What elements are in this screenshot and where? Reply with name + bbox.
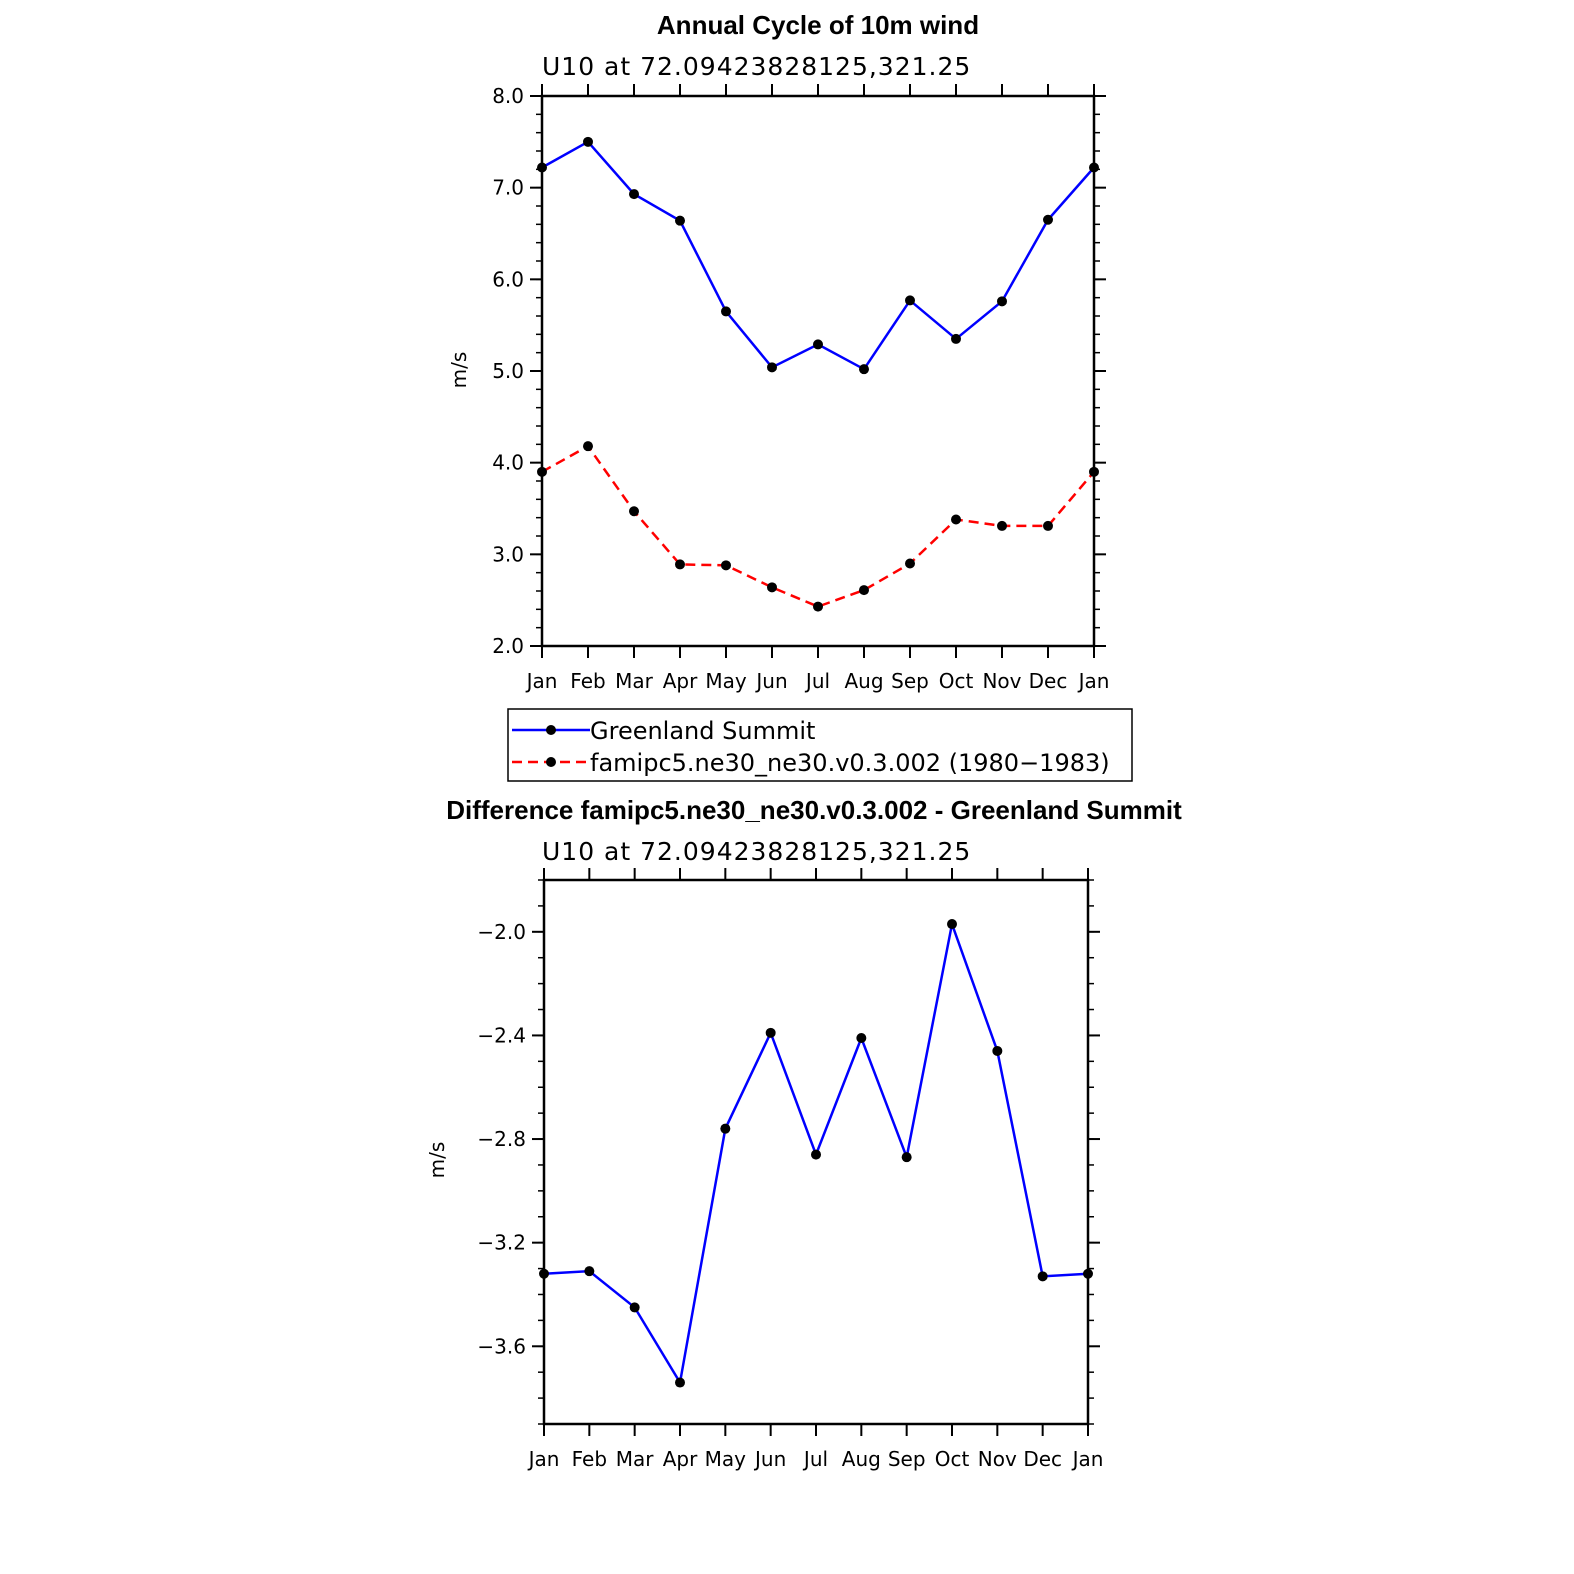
data-point-0 <box>905 295 915 306</box>
chart-title-difference: Difference famipc5.ne30_ne30.v0.3.002 - … <box>446 795 1182 825</box>
data-point-0 <box>901 1152 912 1163</box>
y-tick-label: 5.0 <box>492 359 524 383</box>
data-point-0 <box>992 1045 1003 1056</box>
data-point-0 <box>1037 1271 1048 1282</box>
legend: Greenland Summit famipc5.ne30_ne30.v0.3.… <box>507 708 1133 782</box>
x-tick-label: Jan <box>525 669 558 693</box>
data-point-0 <box>720 1123 731 1134</box>
data-point-0 <box>629 1302 640 1313</box>
data-point-1 <box>721 560 731 571</box>
series-line-0 <box>541 140 1095 371</box>
x-tick-label: Jan <box>1077 669 1110 693</box>
x-tick-label: Dec <box>1029 669 1068 693</box>
data-point-0 <box>811 1149 821 1160</box>
difference-chart: Difference famipc5.ne30_ne30.v0.3.002 - … <box>425 795 1182 1471</box>
data-point-0 <box>947 919 957 930</box>
data-point-0 <box>997 296 1007 307</box>
data-point-1 <box>813 601 823 612</box>
chart-subtitle: U10 at 72.09423828125,321.25 <box>542 52 971 81</box>
legend-label-observed: Greenland Summit <box>590 717 815 745</box>
data-point-0 <box>767 362 777 373</box>
y-tick-label: −2.8 <box>477 1127 526 1151</box>
data-point-1 <box>951 514 961 525</box>
data-point-0 <box>629 189 639 200</box>
x-tick-label: Jul <box>802 1447 828 1471</box>
x-tick-label: May <box>705 1447 747 1471</box>
y-axis-label: m/s <box>447 352 471 389</box>
data-point-1 <box>859 585 869 596</box>
x-tick-label: Mar <box>615 669 654 693</box>
x-tick-label: Jun <box>753 1447 786 1471</box>
x-tick-label: Dec <box>1023 1447 1062 1471</box>
x-tick-label: Jul <box>804 669 830 693</box>
legend-box <box>507 708 1133 782</box>
data-point-0 <box>765 1027 776 1038</box>
x-tick-label: May <box>705 669 747 693</box>
x-tick-label: Nov <box>982 669 1021 693</box>
data-point-0 <box>537 162 547 173</box>
chart-title: Annual Cycle of 10m wind <box>657 10 979 40</box>
x-tick-label: Aug <box>844 669 883 693</box>
y-axis-label-difference: m/s <box>425 1142 449 1179</box>
data-point-1 <box>1043 520 1053 531</box>
y-tick-label: 2.0 <box>492 634 524 658</box>
legend-label-model: famipc5.ne30_ne30.v0.3.002 (1980−1983) <box>590 749 1110 777</box>
data-point-0 <box>675 215 685 226</box>
data-point-0 <box>859 364 869 375</box>
legend-marker-model <box>546 757 556 767</box>
x-tick-label: Apr <box>663 669 698 693</box>
y-tick-label: 3.0 <box>492 542 524 566</box>
y-tick-label: −3.6 <box>477 1334 526 1358</box>
data-point-0 <box>584 1266 595 1277</box>
data-point-1 <box>537 466 547 477</box>
data-point-1 <box>583 441 593 452</box>
x-tick-label: Nov <box>978 1447 1017 1471</box>
data-point-0 <box>539 1268 549 1279</box>
y-tick-label: −2.0 <box>477 920 526 944</box>
plot-frame <box>540 94 1096 648</box>
data-point-0 <box>1089 162 1099 173</box>
x-tick-label: Mar <box>616 1447 655 1471</box>
data-point-0 <box>856 1033 867 1044</box>
data-point-0 <box>1043 214 1053 225</box>
y-tick-label: 7.0 <box>492 176 524 200</box>
data-point-1 <box>1089 466 1099 477</box>
x-tick-label: Oct <box>935 1447 970 1471</box>
data-point-1 <box>675 559 685 570</box>
x-tick-label: Feb <box>570 669 605 693</box>
annual-cycle-chart: Annual Cycle of 10m wind U10 at 72.09423… <box>447 10 1109 693</box>
data-point-0 <box>583 136 593 147</box>
x-tick-label: Sep <box>891 669 929 693</box>
data-point-1 <box>767 582 777 593</box>
x-tick-label: Apr <box>663 1447 698 1471</box>
x-tick-label: Oct <box>939 669 974 693</box>
data-point-0 <box>813 339 823 350</box>
data-point-0 <box>951 333 961 344</box>
x-tick-label: Jan <box>527 1447 560 1471</box>
data-point-0 <box>1083 1268 1093 1279</box>
y-tick-label: 4.0 <box>492 451 524 475</box>
series-line-1 <box>541 444 1095 608</box>
y-tick-label: 8.0 <box>492 84 524 108</box>
x-tick-label: Jan <box>1071 1447 1104 1471</box>
x-tick-label: Jun <box>754 669 787 693</box>
chart-subtitle-difference: U10 at 72.09423828125,321.25 <box>542 837 971 866</box>
data-point-1 <box>905 558 915 569</box>
legend-marker-observed <box>546 725 556 735</box>
data-point-1 <box>629 506 639 517</box>
y-tick-label: 6.0 <box>492 267 524 291</box>
data-point-1 <box>997 520 1007 531</box>
data-point-0 <box>721 306 731 317</box>
data-point-0 <box>675 1377 685 1388</box>
x-tick-label: Aug <box>842 1447 881 1471</box>
x-tick-label: Sep <box>888 1447 926 1471</box>
y-tick-label: −2.4 <box>477 1023 526 1047</box>
y-tick-label: −3.2 <box>477 1231 526 1255</box>
x-tick-label: Feb <box>572 1447 607 1471</box>
